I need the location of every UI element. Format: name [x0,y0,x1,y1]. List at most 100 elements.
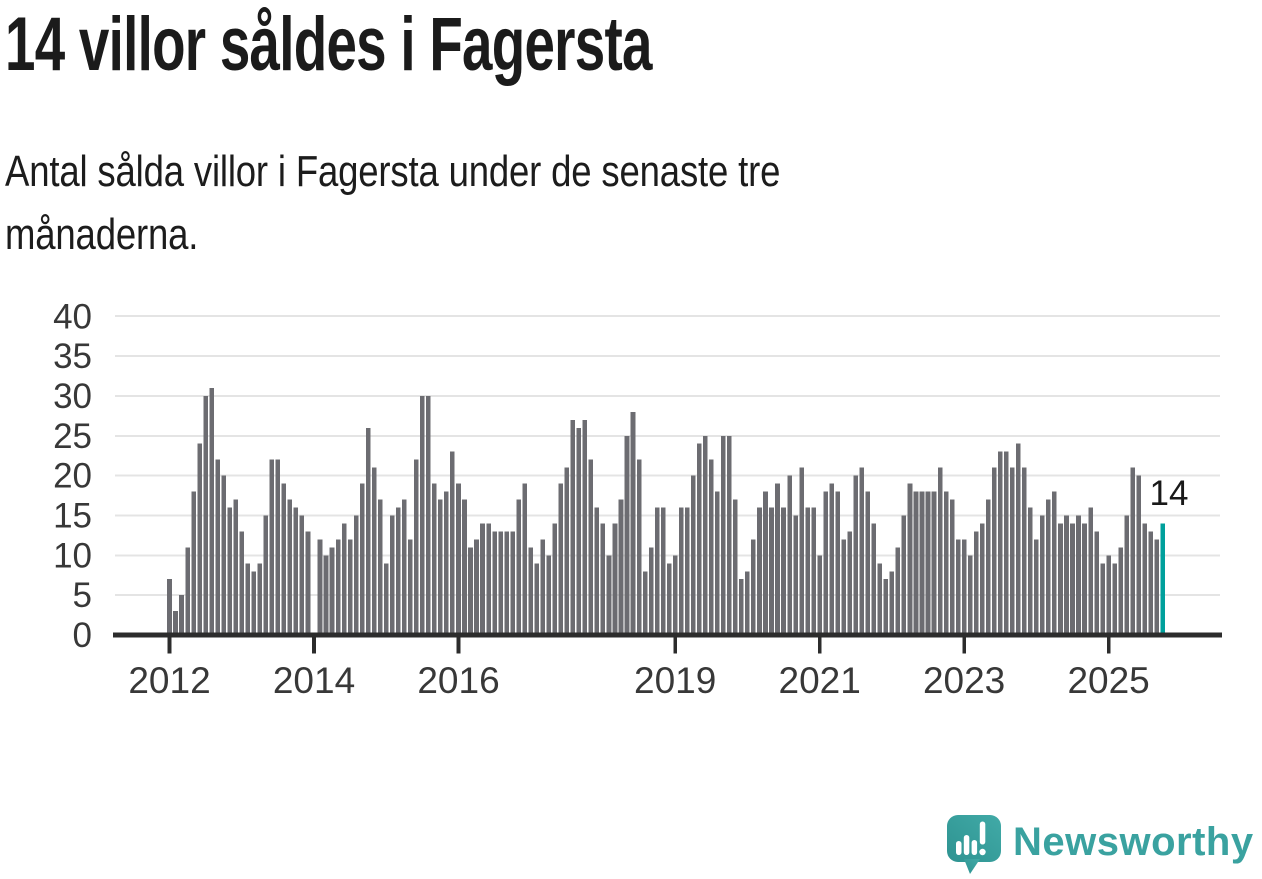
bar [347,539,353,635]
bar [847,531,853,635]
brand-wordmark: Newsworthy [1013,820,1254,864]
bar [871,523,877,635]
y-axis-label: 40 [53,300,92,336]
bar [943,491,949,635]
bar [1136,475,1142,635]
bar [907,483,913,635]
bar [1064,515,1069,635]
bar [510,531,515,635]
bar [733,499,738,635]
y-axis-label: 20 [53,457,92,496]
bar [841,539,847,635]
bar [480,523,485,635]
bar [167,579,172,635]
bar [540,539,546,635]
newsworthy-logo-icon [947,815,1001,874]
y-axis-label: 5 [73,576,92,615]
exclamation-stem [979,821,986,845]
bar [353,515,359,635]
latest-value-label: 14 [1149,474,1189,513]
bar [468,547,473,635]
bar [883,579,889,635]
bar [1046,499,1051,635]
bar [305,531,311,635]
bar [919,491,925,635]
bar [781,507,786,635]
bar [1148,531,1154,635]
bar [462,499,467,635]
newsworthy-logo: Newsworthy [946,815,1254,877]
bar [456,483,461,635]
bar [474,539,479,635]
bar [233,499,239,635]
bar [721,435,726,635]
x-axis-label: 2019 [634,660,716,700]
bar [1070,523,1075,635]
bar [991,467,997,635]
bar [799,467,804,635]
x-axis-tick [1106,637,1111,654]
bar [383,563,389,635]
bar [558,483,564,635]
bar [1094,531,1099,635]
bar [414,459,419,635]
bar [516,499,521,635]
x-axis-label: 2016 [417,660,499,700]
bar [654,507,660,635]
bar [299,515,305,635]
bar [937,467,943,635]
bar [227,507,232,635]
x-axis-label: 2025 [1067,660,1149,700]
y-axis-label: 30 [53,377,92,416]
bar [805,507,810,635]
bar [751,539,756,635]
bar [630,411,636,635]
bar [401,499,407,635]
bar [817,555,822,635]
bar [263,515,269,635]
bar [1106,555,1111,635]
x-axis-tick [962,637,966,654]
bar [570,419,576,635]
bar [612,523,618,635]
bar [865,491,871,635]
bar [492,531,497,635]
bar [931,491,937,635]
chart-subtitle: Antal sålda villor i Fagersta under de s… [5,140,780,266]
x-axis-label: 2014 [273,660,355,700]
bar [576,427,582,635]
bar [618,499,624,635]
bar [709,459,714,635]
bar [1118,547,1123,635]
page-title: 14 villor såldes i Fagersta [5,2,652,87]
bar [504,531,509,635]
x-axis-label: 2012 [128,660,210,700]
y-axis-label: 0 [73,616,92,655]
bar [913,491,919,635]
speech-bubble-tail [964,859,980,874]
bar [793,515,798,635]
bar [690,475,696,635]
y-axis-label: 25 [53,417,92,456]
bar [763,491,768,635]
bar [877,563,883,635]
bar [1142,523,1148,635]
bar [967,555,973,635]
bar [1130,467,1135,635]
subtitle-line: Antal sålda villor i Fagersta under de s… [5,147,781,196]
bar [552,523,558,635]
bar [438,499,443,635]
bar [624,435,630,635]
bar [365,427,371,635]
bar [251,571,257,635]
bar [588,459,594,635]
x-axis-tick [817,637,822,654]
bar [498,531,503,635]
bar [636,459,642,635]
bar [642,571,648,635]
bar [329,547,335,635]
bar [901,515,907,635]
bar [1088,507,1093,635]
